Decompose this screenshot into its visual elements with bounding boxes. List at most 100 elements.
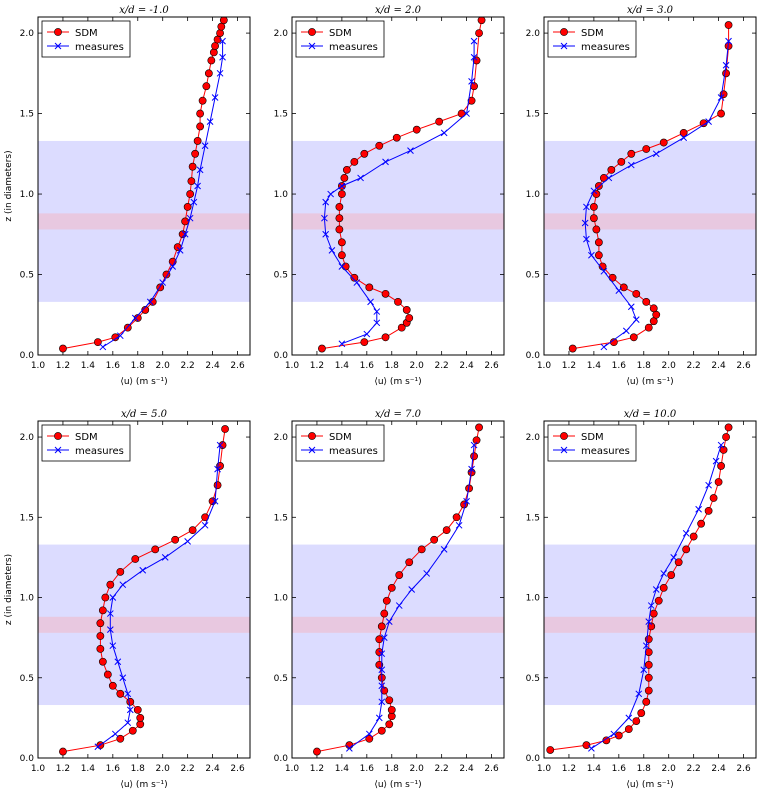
sdm-point	[188, 526, 197, 535]
sdm-point	[649, 317, 658, 326]
measure-point	[214, 465, 221, 473]
y-tick-label: 1.0	[274, 190, 289, 200]
sdm-point	[98, 606, 107, 615]
x-tick-label: 2.6	[484, 361, 499, 371]
legend-label-measures: measures	[75, 42, 124, 53]
y-tick-label: 1.0	[274, 594, 289, 604]
measure-point	[367, 298, 374, 306]
sdm-point	[218, 441, 227, 449]
measure-point	[322, 230, 330, 238]
y-tick-label: 2.0	[274, 433, 289, 443]
measure-point	[695, 505, 702, 513]
sdm-point	[602, 736, 611, 745]
sdm-point	[637, 709, 646, 717]
sdm-point	[674, 558, 683, 567]
sdm-point	[171, 535, 180, 544]
measure-point	[722, 61, 730, 69]
hub-band	[38, 616, 250, 633]
x-tick-label: 1.8	[637, 361, 652, 371]
x-tick-label: 1.6	[360, 361, 375, 371]
sdm-point	[568, 344, 577, 353]
sdm-point	[642, 697, 651, 706]
sdm-point	[101, 593, 110, 602]
sdm-point	[689, 532, 698, 541]
legend-marker-measures	[54, 446, 62, 454]
sdm-point	[608, 273, 617, 282]
measure-point	[201, 142, 209, 150]
measure-point	[184, 538, 192, 545]
sdm-point	[679, 128, 688, 137]
measure-point	[583, 203, 590, 211]
measure-point	[216, 69, 224, 77]
y-tick-label: 0.5	[526, 674, 540, 684]
y-tick-label: 0.5	[20, 674, 34, 684]
sdm-point	[116, 689, 125, 698]
sdm-point	[722, 69, 730, 78]
sdm-point	[128, 726, 137, 735]
sdm-point	[375, 141, 384, 150]
sdm-point	[96, 644, 105, 653]
measure-point	[139, 566, 147, 574]
y-tick-label: 2.0	[274, 29, 289, 39]
series-measures	[321, 37, 478, 348]
sdm-point	[405, 558, 414, 567]
measure-point	[615, 287, 623, 294]
sdm-point	[617, 157, 626, 166]
y-tick-label: 0.0	[526, 754, 541, 764]
measure-point	[647, 602, 655, 609]
measure-point	[216, 441, 224, 449]
measure-point	[353, 279, 361, 286]
chart-panel-4: 1.0 1.2 1.4 1.6 1.8 2.0 2.2 2.4 2.6 0.0 0.5 1.0 1.5 2…	[4, 409, 251, 790]
measure-point	[111, 730, 119, 738]
x-tick-label: 2.0	[662, 361, 677, 371]
sdm-point	[387, 705, 396, 714]
panel-title: x/d = -1.0	[119, 5, 169, 16]
sdm-point	[682, 545, 691, 554]
sdm-point	[619, 283, 628, 292]
measure-point	[169, 263, 177, 270]
legend-box	[41, 20, 131, 58]
measure-point	[159, 279, 167, 286]
x-tick-label: 1.4	[81, 764, 96, 774]
x-tick-label: 2.2	[686, 361, 700, 371]
y-tick-label: 0.0	[20, 351, 35, 361]
sdm-point	[472, 436, 481, 445]
sdm-point	[412, 125, 421, 134]
sdm-point	[467, 96, 476, 105]
measures-line	[591, 444, 722, 749]
x-tick-label: 1.8	[131, 361, 146, 371]
sdm-point	[216, 29, 224, 37]
measure-point	[725, 37, 732, 45]
x-tick-label: 2.6	[230, 361, 245, 371]
sdm-point	[629, 333, 638, 342]
sdm-point	[477, 17, 486, 25]
sdm-point	[337, 251, 346, 260]
sdm-point	[108, 681, 117, 690]
y-tick-label: 0.0	[274, 351, 289, 361]
legend-box	[295, 20, 385, 58]
series-measures	[588, 441, 725, 752]
y-axis-label: z (in diameters)	[4, 554, 14, 625]
sdm-point	[187, 177, 196, 186]
measure-point	[645, 618, 653, 625]
measure-point	[357, 174, 364, 182]
sdm-point	[594, 251, 603, 260]
measure-point	[627, 161, 635, 169]
measure-point	[583, 235, 590, 243]
hub-band	[292, 213, 504, 230]
series-measures	[346, 441, 478, 752]
x-tick-label: 2.6	[230, 764, 245, 774]
legend-marker-measures	[560, 446, 568, 454]
plot-frame	[37, 420, 251, 759]
sdm-point	[380, 686, 389, 695]
y-tick-label: 1.5	[20, 110, 34, 120]
y-tick-label: 1.0	[526, 190, 541, 200]
series-measures	[94, 441, 224, 751]
chart-panel-3: 1.0 1.2 1.4 1.6 1.8 2.0 2.2 2.4 2.6 0.0 0.5 1.0 1.5 2…	[526, 5, 757, 387]
sdm-point	[350, 157, 359, 166]
sdm-point	[211, 42, 219, 50]
x-tick-label: 1.2	[56, 361, 70, 371]
x-tick-label: 1.2	[310, 361, 324, 371]
measure-point	[455, 521, 463, 529]
